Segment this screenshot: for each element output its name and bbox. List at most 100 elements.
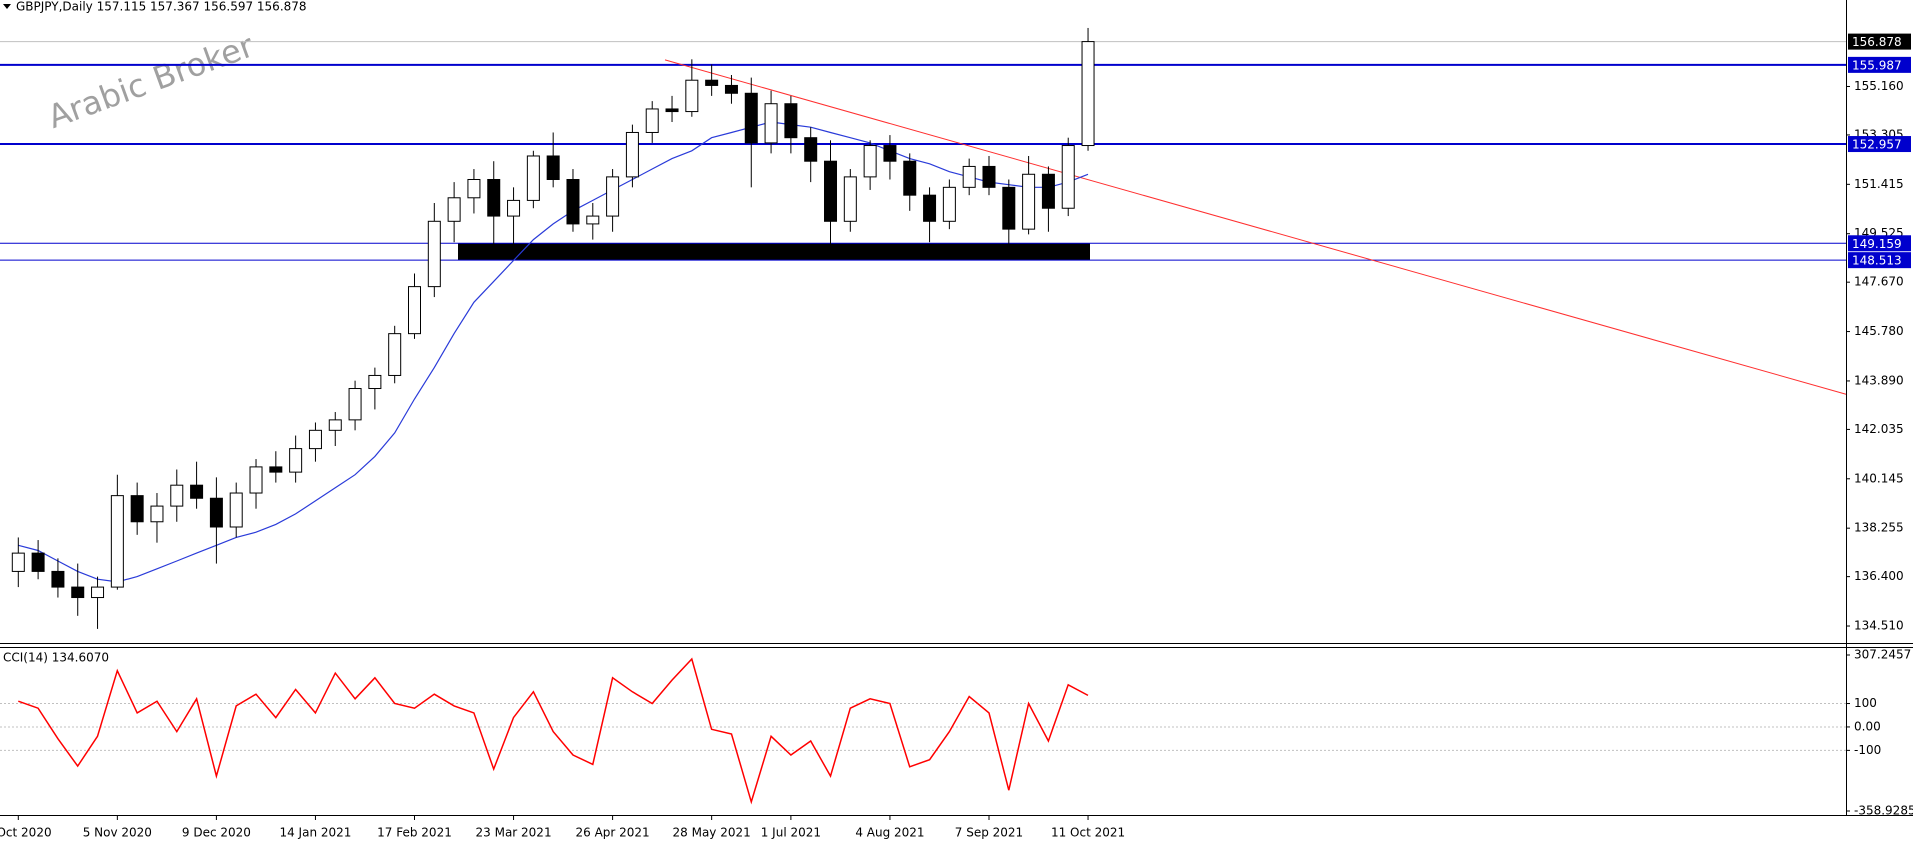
candle-body (308, 429, 322, 450)
candle-body (209, 497, 223, 528)
candle-body (625, 131, 639, 178)
candle-body (645, 108, 659, 133)
candle-body (368, 374, 382, 390)
y-tick-label: -358.9285 (1854, 804, 1913, 818)
candle-body (1002, 186, 1016, 230)
candle-body (883, 145, 897, 162)
candle-body (903, 160, 917, 196)
indicator-title: CCI(14) 134.6070 (3, 651, 109, 665)
candle-body (170, 484, 184, 507)
candle-body (487, 178, 501, 217)
x-tick-label: 9 Dec 2020 (182, 826, 251, 840)
candle-body (566, 178, 580, 225)
x-tick-label: 23 Mar 2021 (476, 826, 552, 840)
level-label: 155.987 (1852, 58, 1902, 72)
candle-body (923, 194, 937, 222)
y-tick-label: 0.00 (1854, 719, 1881, 733)
candle-body (705, 79, 719, 86)
candle-body (824, 160, 838, 222)
x-tick-label: 5 Nov 2020 (83, 826, 152, 840)
candle-body (744, 92, 758, 144)
y-tick-label: 142.035 (1854, 422, 1904, 436)
candle-body (784, 103, 798, 139)
y-tick-label: 138.255 (1854, 521, 1904, 535)
y-tick-label: 134.510 (1854, 619, 1904, 633)
candle-body (71, 586, 85, 599)
candle-body (249, 466, 263, 494)
x-tick-label: 28 May 2021 (673, 826, 751, 840)
candle-body (1041, 173, 1055, 209)
candle-body (764, 103, 778, 144)
candle-body (11, 552, 25, 572)
candle-body (467, 178, 481, 199)
candle-body (606, 176, 620, 217)
level-label: 149.159 (1852, 237, 1902, 251)
candle-body (130, 495, 144, 523)
x-tick-label: 7 Sep 2021 (955, 826, 1023, 840)
candle-body (982, 165, 996, 188)
candle-body (328, 419, 342, 431)
x-tick-label: 1 Jul 2021 (761, 826, 821, 840)
chart-title: GBPJPY,Daily 157.115 157.367 156.597 156… (16, 0, 307, 14)
level-box (1848, 252, 1911, 269)
level-box (1848, 235, 1911, 252)
level-box (1848, 136, 1911, 153)
candle-body (507, 199, 521, 217)
candle-body (1081, 41, 1095, 147)
menu-triangle (3, 4, 11, 9)
candle-body (289, 448, 303, 473)
candle-body (843, 176, 857, 222)
x-tick-label: 2 Oct 2020 (0, 826, 52, 840)
candle-body (685, 79, 699, 113)
candle-body (269, 466, 283, 473)
candle-body (110, 495, 124, 588)
y-tick-label: 307.2457 (1854, 648, 1911, 662)
cci-line (18, 657, 1089, 805)
y-tick-label: 140.145 (1854, 471, 1904, 485)
x-tick-label: 11 Oct 2021 (1051, 826, 1125, 840)
candle-body (51, 570, 65, 588)
y-tick-label: 100 (1854, 696, 1877, 710)
y-tick-label: 155.160 (1854, 79, 1904, 93)
candle-body (31, 552, 45, 572)
candle-body (546, 155, 560, 180)
candle-body (427, 220, 441, 288)
candle-body (447, 197, 461, 222)
candle-body (408, 286, 421, 335)
trendline (664, 59, 1847, 395)
y-tick-label: 147.670 (1854, 275, 1904, 289)
level-label: 148.513 (1852, 254, 1902, 268)
candle-body (229, 492, 243, 528)
x-tick-label: 17 Feb 2021 (377, 826, 452, 840)
candle-body (190, 484, 204, 499)
x-tick-label: 26 Apr 2021 (575, 826, 649, 840)
y-tick-label: 136.400 (1854, 569, 1904, 583)
x-tick-label: 4 Aug 2021 (855, 826, 924, 840)
y-tick-label: -100 (1854, 743, 1881, 757)
candle-body (91, 586, 105, 599)
y-tick-label: 143.890 (1854, 373, 1904, 387)
y-tick-label: 151.415 (1854, 177, 1904, 191)
x-tick-label: 14 Jan 2021 (279, 826, 351, 840)
candle-body (1061, 145, 1075, 209)
candle-body (724, 84, 738, 94)
support-zone (458, 243, 1090, 261)
current-price-label: 156.878 (1852, 35, 1902, 49)
candle-body (150, 505, 164, 523)
candle-body (804, 137, 818, 162)
candle-body (586, 215, 600, 225)
candle-body (942, 186, 956, 222)
candle-body (348, 388, 362, 421)
candle-body (962, 165, 976, 188)
candle-body (388, 333, 402, 376)
y-tick-label: 145.780 (1854, 324, 1904, 338)
candle-body (863, 145, 877, 178)
candle-body (526, 155, 540, 201)
level-label: 152.957 (1852, 138, 1902, 152)
candle-body (1022, 173, 1036, 230)
current-price-box (1848, 33, 1911, 50)
level-box (1848, 56, 1911, 73)
candle-body (665, 108, 679, 113)
